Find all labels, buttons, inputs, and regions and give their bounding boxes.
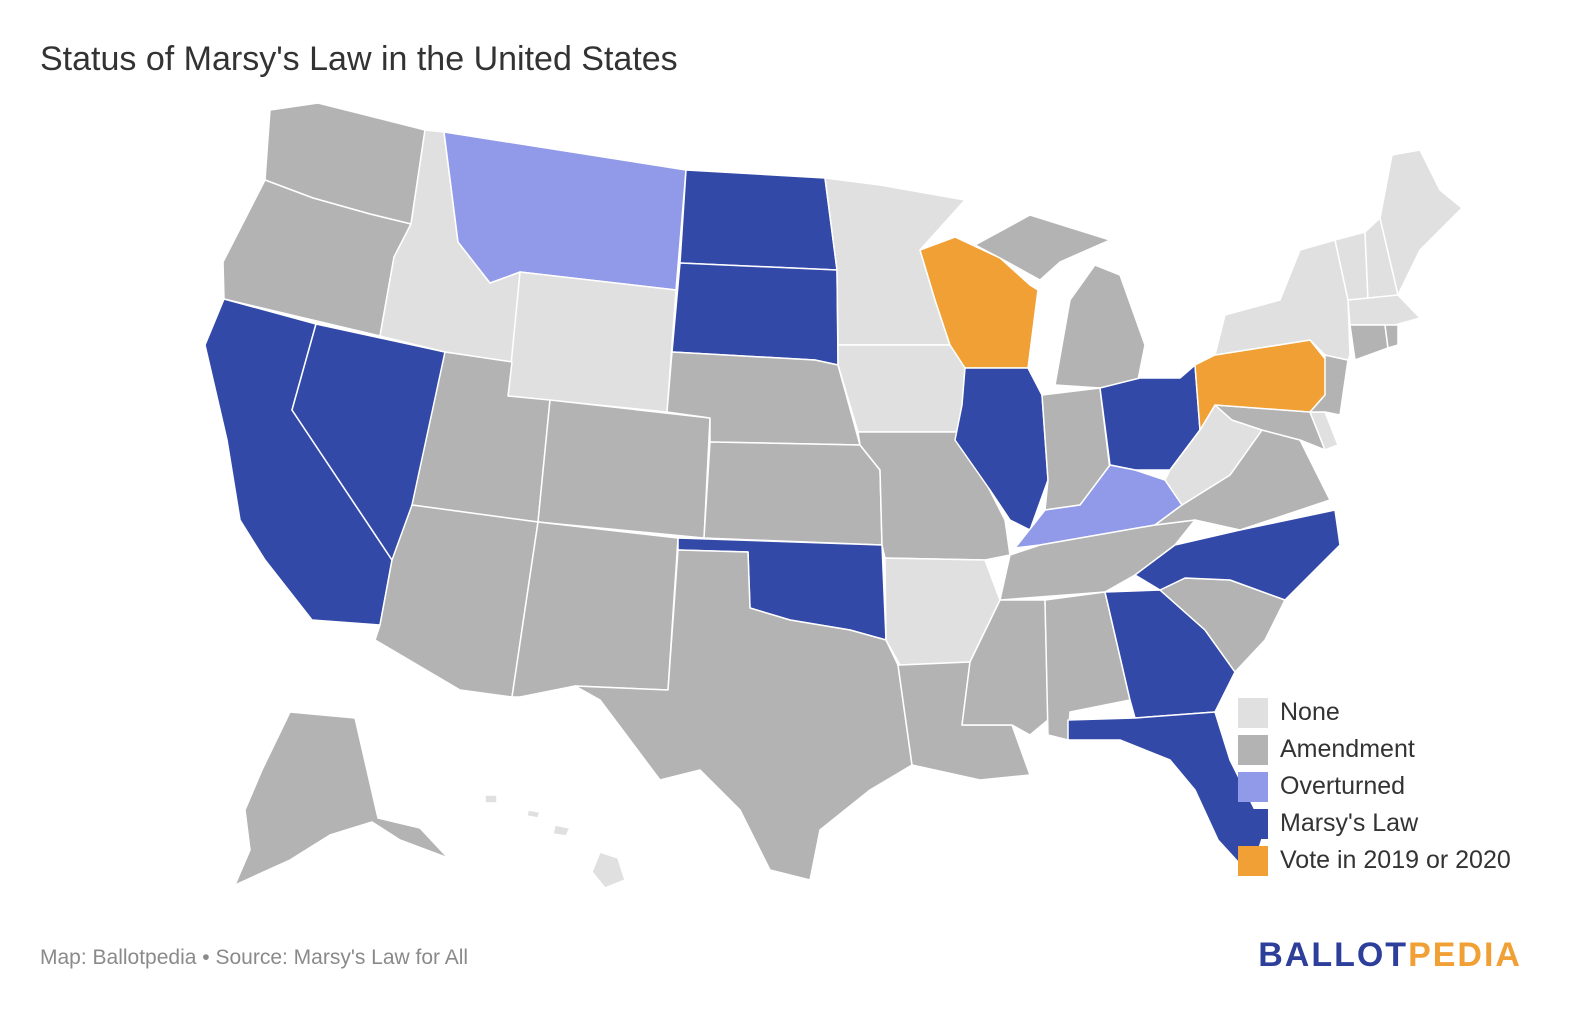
legend-swatch bbox=[1238, 734, 1268, 765]
state-maine[interactable] bbox=[1379, 149, 1463, 296]
state-massachusetts[interactable] bbox=[1347, 294, 1421, 326]
state-hawaii[interactable] bbox=[484, 794, 626, 889]
legend-item-amendment: Amendment bbox=[1238, 731, 1511, 768]
legend-swatch bbox=[1238, 845, 1268, 876]
legend-label: Overturned bbox=[1280, 772, 1406, 800]
legend-label: Amendment bbox=[1280, 735, 1415, 763]
state-south-dakota[interactable] bbox=[671, 262, 839, 366]
legend-label: Marsy's Law bbox=[1280, 809, 1419, 837]
state-north-carolina[interactable] bbox=[1134, 509, 1341, 601]
legend-swatch bbox=[1238, 771, 1268, 802]
legend-swatch bbox=[1238, 697, 1268, 728]
state-mississippi[interactable] bbox=[961, 599, 1049, 736]
ballotpedia-logo: BALLOTPEDIA bbox=[1258, 936, 1522, 975]
logo-part-ballot: BALLOT bbox=[1258, 936, 1409, 974]
legend-item-marsys-law: Marsy's Law bbox=[1238, 805, 1511, 842]
state-wyoming[interactable] bbox=[507, 271, 677, 413]
state-colorado[interactable] bbox=[537, 399, 711, 539]
legend-swatch bbox=[1238, 808, 1268, 839]
map-title: Status of Marsy's Law in the United Stat… bbox=[40, 40, 678, 78]
state-florida[interactable] bbox=[1067, 711, 1266, 876]
state-connecticut[interactable] bbox=[1349, 324, 1389, 361]
state-texas[interactable] bbox=[574, 549, 913, 881]
state-illinois[interactable] bbox=[954, 367, 1049, 531]
map-legend: None Amendment Overturned Marsy's Law Vo… bbox=[1238, 694, 1511, 879]
legend-item-vote: Vote in 2019 or 2020 bbox=[1238, 842, 1511, 879]
state-wisconsin[interactable] bbox=[919, 236, 1039, 369]
state-new-york[interactable] bbox=[1214, 239, 1351, 361]
source-credit: Map: Ballotpedia • Source: Marsy's Law f… bbox=[40, 946, 469, 969]
state-new-mexico[interactable] bbox=[511, 521, 679, 698]
state-north-dakota[interactable] bbox=[679, 169, 838, 271]
legend-label: Vote in 2019 or 2020 bbox=[1280, 846, 1511, 874]
state-rhode-island[interactable] bbox=[1384, 324, 1399, 349]
legend-item-none: None bbox=[1238, 694, 1511, 731]
legend-item-overturned: Overturned bbox=[1238, 768, 1511, 805]
state-kansas[interactable] bbox=[703, 441, 883, 546]
state-alaska[interactable] bbox=[234, 711, 449, 886]
logo-part-pedia: PEDIA bbox=[1408, 936, 1522, 974]
state-montana[interactable] bbox=[443, 131, 687, 291]
legend-label: None bbox=[1280, 698, 1340, 726]
